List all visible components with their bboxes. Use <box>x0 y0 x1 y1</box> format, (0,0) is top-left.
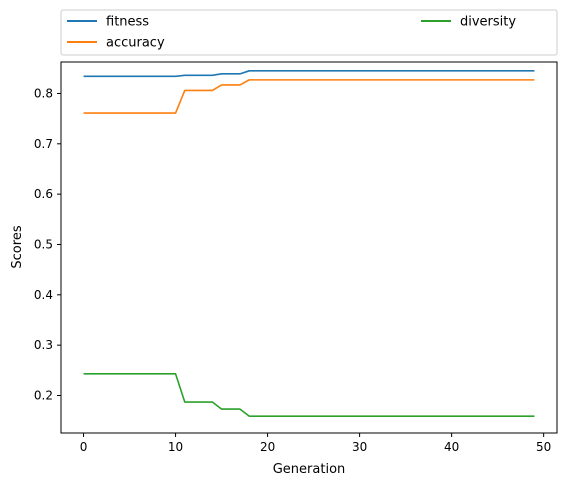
series-line-diversity <box>83 373 535 417</box>
legend: fitness accuracy diversity <box>60 9 558 56</box>
x-axis: 0 10 20 30 40 50 <box>80 433 551 454</box>
y-tick-label: 0.2 <box>34 388 53 402</box>
y-tick-label: 0.6 <box>34 187 53 201</box>
y-tick-label: 0.8 <box>34 86 53 100</box>
y-tick-label: 0.5 <box>34 237 53 251</box>
y-tick-label: 0.7 <box>34 137 53 151</box>
y-axis: 0.2 0.3 0.4 0.5 0.6 0.7 0.8 <box>34 86 61 402</box>
y-tick-label: 0.3 <box>34 338 53 352</box>
legend-label-accuracy: accuracy <box>106 36 165 51</box>
x-tick-label: 30 <box>352 440 367 454</box>
x-tick-label: 40 <box>444 440 459 454</box>
x-axis-label: Generation <box>273 462 346 477</box>
plot-area <box>60 61 558 434</box>
x-tick-label: 10 <box>168 440 183 454</box>
y-axis-label: Scores <box>10 225 25 268</box>
x-tick-label: 20 <box>260 440 275 454</box>
y-tick-label: 0.4 <box>34 288 53 302</box>
x-tick-label: 50 <box>536 440 551 454</box>
series-line-fitness <box>83 70 535 78</box>
legend-label-diversity: diversity <box>460 15 516 30</box>
series-layer <box>83 70 535 417</box>
series-line-accuracy <box>83 79 535 114</box>
legend-label-fitness: fitness <box>106 15 149 30</box>
x-tick-label: 0 <box>80 440 88 454</box>
